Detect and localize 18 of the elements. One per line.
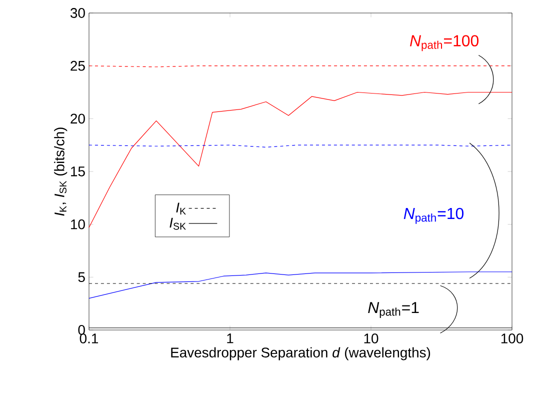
x-tick-label: 0.1	[80, 334, 98, 344]
annotation: N$_{path}$=100	[410, 35, 479, 52]
annotation: N$_{path}$=1	[368, 302, 419, 318]
x-tick-label: 1	[227, 334, 234, 344]
y-tick-label: 10	[71, 219, 85, 230]
x-axis-title: Eavesdropper Separation d (wavelengths)	[171, 347, 430, 360]
y-tick-label: 20	[70, 114, 85, 124]
y-tick-label: 15	[71, 166, 85, 176]
x-tick-label: 10	[364, 334, 378, 344]
y-tick-label: 0	[78, 325, 85, 335]
legend-label: I$_{K}$	[176, 202, 186, 215]
y-axis-title: I$_{K}$, I$_{SK}$ (bits/ch)	[54, 128, 68, 216]
x-tick-label: 100	[501, 334, 524, 344]
y-tick-label: 25	[70, 60, 85, 71]
y-tick-label: 5	[78, 272, 85, 282]
annotation: N$_{path}$=10	[404, 208, 464, 224]
y-tick-label: 30	[70, 8, 85, 18]
legend-label: I$_{SK}$	[170, 218, 186, 230]
